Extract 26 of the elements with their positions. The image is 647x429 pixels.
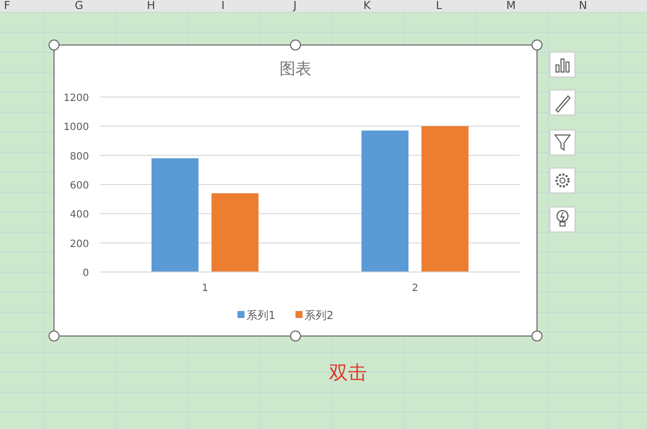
bar [422,126,468,272]
text: M [506,0,516,12]
y-tick-label: 400 [70,210,89,221]
legend-label: 系列2 [304,309,334,322]
text: G [74,0,84,12]
y-tick-label: 0 [82,268,89,279]
legend-label: 系列1 [246,309,276,322]
text: L [436,0,443,12]
bar [212,193,258,272]
text: F [4,0,10,12]
bar [362,130,408,272]
x-tick-label: 1 [202,283,208,294]
text: I [221,0,225,12]
text: N [578,0,588,12]
y-tick-label: 200 [70,238,89,250]
text: J [292,0,297,12]
y-tick-label: 1200 [64,93,89,104]
y-tick-label: 600 [70,180,89,192]
text: 双击 [329,362,367,384]
x-tick-label: 2 [412,283,418,294]
y-tick-label: 800 [70,151,89,162]
y-tick-label: 1000 [64,122,89,134]
chart-title: 图表 [280,59,312,78]
text: K [363,0,372,12]
bar [152,158,198,272]
text: H [146,0,156,12]
